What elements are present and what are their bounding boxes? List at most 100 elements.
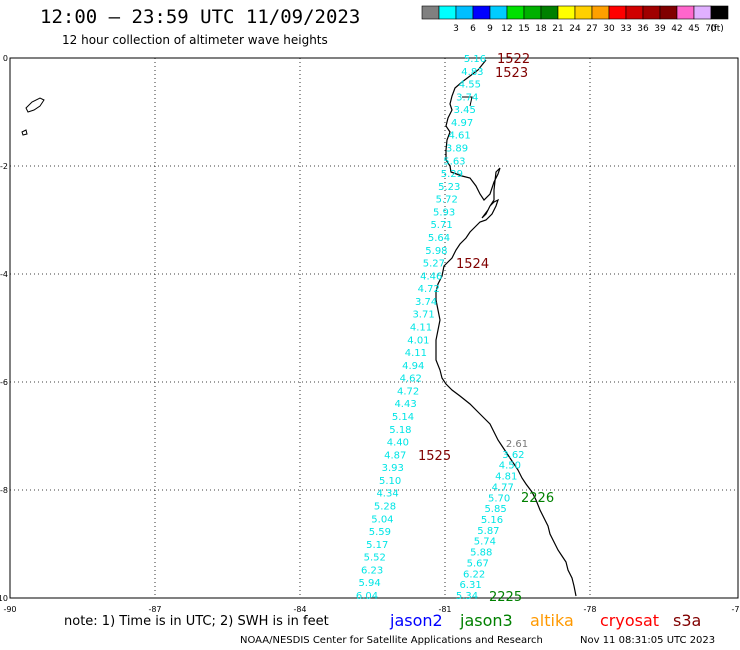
time-label-1523: 1523 bbox=[495, 66, 528, 81]
wave-height-label: 4.87 bbox=[384, 450, 406, 461]
mission-legend: jason2 jason3 altika cryosat s3a bbox=[389, 611, 701, 630]
wave-height-label: 4.46 bbox=[420, 271, 442, 282]
plot-frame bbox=[9, 57, 739, 599]
wave-height-label: 3.45 bbox=[454, 105, 476, 116]
wave-height-label: 4.77 bbox=[492, 482, 514, 493]
legend-swatch bbox=[693, 5, 712, 20]
legend-swatch bbox=[659, 5, 678, 20]
wave-height-label: 5.14 bbox=[392, 412, 414, 423]
time-label-1525: 1525 bbox=[418, 449, 451, 464]
legend-swatch bbox=[540, 5, 559, 20]
coastline-inlet bbox=[462, 96, 473, 107]
wave-height-label: 5.23 bbox=[438, 182, 460, 193]
wave-height-label: 5.10 bbox=[379, 476, 401, 487]
wave-height-label: 5.59 bbox=[369, 527, 391, 538]
wave-height-label: 5.17 bbox=[366, 540, 388, 551]
mission-label-altika: altika bbox=[530, 611, 574, 630]
graticule: -90 -87 -84 -81 -78 -75 0 -2 -4 -6 -8 -10 bbox=[0, 54, 740, 614]
wave-height-label: 5.70 bbox=[488, 493, 510, 504]
wave-height-label: 4.11 bbox=[405, 348, 427, 359]
wave-height-label: 5.71 bbox=[430, 220, 452, 231]
wave-height-label: 3.62 bbox=[502, 450, 524, 461]
wave-height-label: 5.34 bbox=[456, 591, 478, 602]
wave-height-label: 2.61 bbox=[506, 439, 528, 450]
legend-label: 18 bbox=[535, 24, 547, 34]
wave-height-label: 4.50 bbox=[499, 461, 521, 472]
legend-swatch bbox=[506, 5, 525, 20]
wave-height-label: 5.04 bbox=[371, 514, 393, 525]
mission-label-cryosat: cryosat bbox=[600, 611, 659, 630]
legend-label: 45 bbox=[688, 24, 699, 34]
latitude-tick-label: -8 bbox=[0, 486, 8, 495]
wave-height-label: 5.88 bbox=[470, 548, 492, 559]
latitude-tick-label: -10 bbox=[0, 594, 8, 603]
wave-height-label: 4.72 bbox=[418, 284, 440, 295]
time-label-1524: 1524 bbox=[456, 257, 489, 272]
wave-height-label: 5.64 bbox=[428, 233, 450, 244]
legend-label: 24 bbox=[569, 24, 581, 34]
wave-height-label: 5.52 bbox=[364, 553, 386, 564]
legend-label: 3 bbox=[453, 24, 459, 34]
wave-height-label: 5.18 bbox=[389, 425, 411, 436]
time-label-2226: 2226 bbox=[521, 491, 554, 506]
legend-label: 42 bbox=[671, 24, 682, 34]
longitude-tick-label: -78 bbox=[583, 605, 596, 614]
latitude-tick-label: -6 bbox=[0, 378, 8, 387]
footer-credit: NOAA/NESDIS Center for Satellite Applica… bbox=[240, 635, 543, 646]
wave-height-label: 5.98 bbox=[425, 246, 447, 257]
legend-swatch bbox=[608, 5, 627, 20]
map-subtitle: 12 hour collection of altimeter wave hei… bbox=[62, 33, 328, 47]
wave-height-label: 6.31 bbox=[459, 580, 481, 591]
footer-note: note: 1) Time is in UTC; 2) SWH is in fe… bbox=[64, 614, 329, 629]
wave-height-label: 5.63 bbox=[443, 156, 465, 167]
legend-swatch bbox=[523, 5, 542, 20]
wave-height-label: 4.43 bbox=[394, 399, 416, 410]
wave-height-label: 4.72 bbox=[397, 386, 419, 397]
wave-height-label: 5.85 bbox=[484, 504, 506, 515]
wave-height-label: 5.16 bbox=[464, 54, 486, 65]
mission-label-s3a: s3a bbox=[673, 611, 701, 630]
latitude-tick-label: -2 bbox=[0, 162, 8, 171]
wave-height-label: 4.55 bbox=[459, 80, 481, 91]
color-legend: 3 6 9 12 15 18 21 24 27 30 33 36 39 42 45 70(ft) bbox=[421, 5, 729, 34]
time-label-2225: 2225 bbox=[489, 590, 522, 605]
legend-label: 15 bbox=[518, 24, 529, 34]
longitude-tick-label: -87 bbox=[148, 605, 161, 614]
legend-swatch bbox=[438, 5, 457, 20]
mission-label-jason2: jason2 bbox=[389, 611, 443, 630]
longitude-tick-label: -81 bbox=[438, 605, 451, 614]
legend-swatch bbox=[676, 5, 695, 20]
satellite-track-a: 5.164.834.553.743.454.974.613.895.635.29… bbox=[356, 54, 486, 602]
legend-swatch bbox=[591, 5, 610, 20]
legend-label: 36 bbox=[637, 24, 649, 34]
wave-height-label: 5.29 bbox=[441, 169, 463, 180]
wave-height-label: 4.83 bbox=[461, 67, 483, 78]
wave-height-label: 5.27 bbox=[423, 259, 445, 270]
longitude-tick-label: -84 bbox=[293, 605, 306, 614]
wave-height-label: 6.22 bbox=[463, 569, 485, 580]
wave-height-label: 4.01 bbox=[407, 335, 429, 346]
wave-height-label: 6.23 bbox=[361, 565, 383, 576]
legend-label: 27 bbox=[586, 24, 597, 34]
wave-height-label: 5.28 bbox=[374, 502, 396, 513]
wave-height-label: 3.74 bbox=[456, 92, 478, 103]
legend-label: 39 bbox=[654, 24, 666, 34]
wave-height-label: 6.04 bbox=[356, 591, 378, 602]
legend-label: 70 bbox=[705, 24, 717, 34]
wave-height-label: 5.16 bbox=[481, 515, 503, 526]
legend-swatch bbox=[557, 5, 576, 20]
wave-height-label: 5.93 bbox=[433, 207, 455, 218]
legend-swatch bbox=[574, 5, 593, 20]
wave-height-label: 4.11 bbox=[410, 323, 432, 334]
legend-unit: (ft) bbox=[710, 24, 724, 34]
time-label-1522: 1522 bbox=[497, 52, 530, 67]
wave-height-label: 5.74 bbox=[474, 537, 496, 548]
latitude-tick-label: -4 bbox=[0, 270, 8, 279]
legend-label: 30 bbox=[603, 24, 615, 34]
wave-height-label: 5.94 bbox=[358, 578, 380, 589]
wave-height-label: 5.72 bbox=[436, 195, 458, 206]
wave-height-label: 4.62 bbox=[400, 374, 422, 385]
legend-swatch bbox=[489, 5, 508, 20]
legend-swatch bbox=[421, 5, 440, 20]
